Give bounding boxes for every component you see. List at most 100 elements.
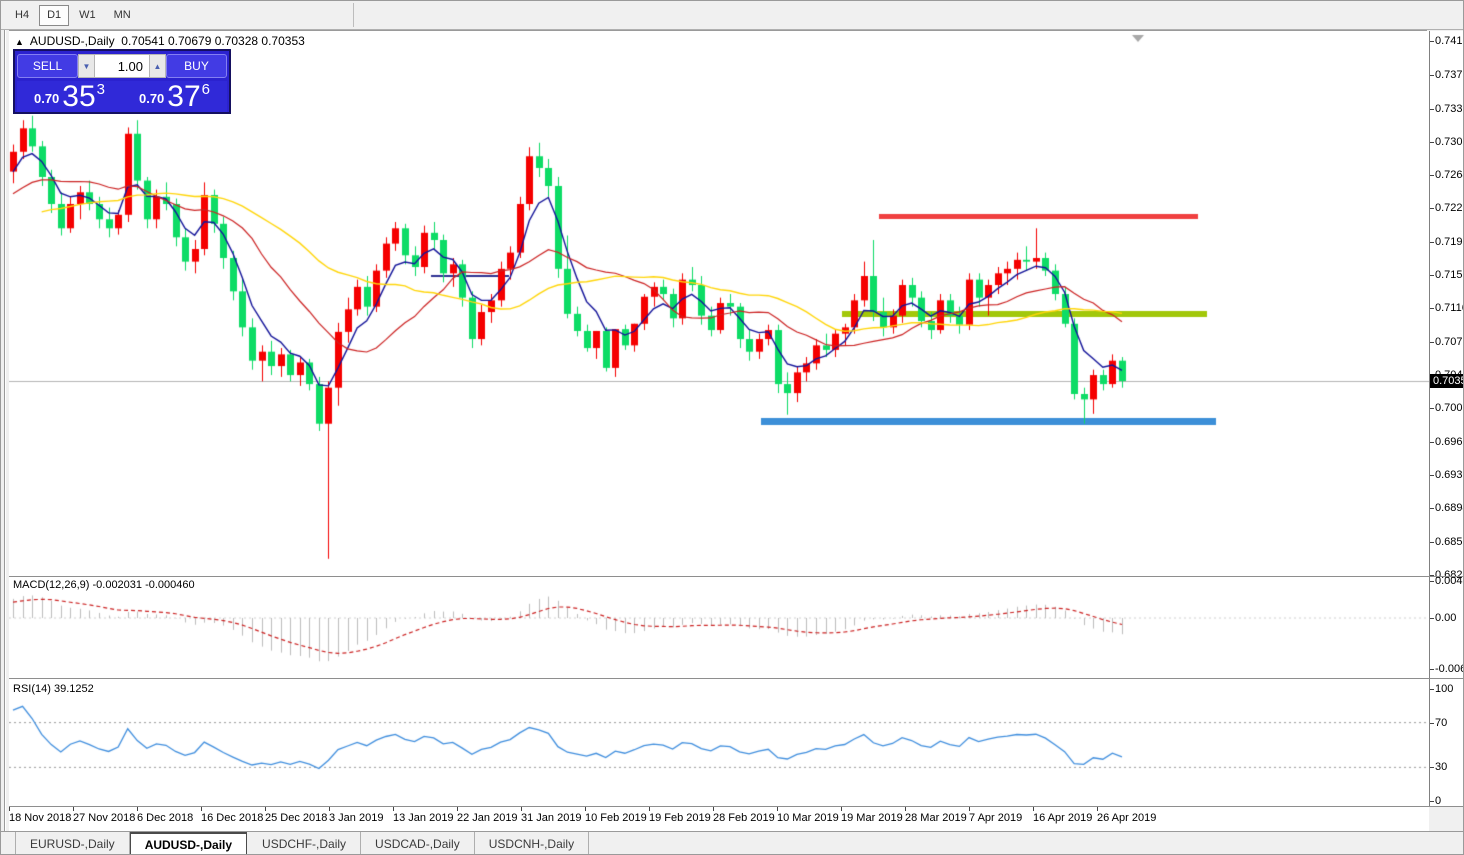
price-axis-label-tick: [1430, 475, 1434, 476]
one-click-trading-panel: SELL ▼ ▲ BUY 0.70 35 3 0.70 37 6: [13, 49, 231, 114]
price-axis-label-tick: [1430, 142, 1434, 143]
date-axis-label: 7 Apr 2019: [969, 812, 1023, 824]
price-axis-label-tick: [1430, 275, 1434, 276]
price-axis-label-tick: [1430, 542, 1434, 543]
rsi-label: RSI(14) 39.1252: [13, 683, 94, 695]
buy-price-big: 37: [167, 80, 201, 113]
date-tick: [585, 807, 586, 811]
macd-axis-label: 0.004694: [1435, 575, 1463, 587]
rsi-canvas[interactable]: [9, 679, 1429, 807]
symbol-tab-eurusddaily[interactable]: EURUSD-,Daily: [15, 832, 130, 854]
sell-button[interactable]: SELL: [17, 54, 78, 78]
buy-price[interactable]: 0.70 37 6: [122, 81, 227, 112]
volume-increase-icon[interactable]: ▲: [149, 54, 166, 78]
macd-panel[interactable]: [9, 577, 1429, 679]
separator-main-macd[interactable]: [9, 576, 1463, 577]
volume-decrease-icon[interactable]: ▼: [78, 54, 95, 78]
date-axis-label: 28 Mar 2019: [905, 812, 967, 824]
price-axis-label: 0.73750: [1435, 69, 1463, 81]
price-axis-label: 0.73380: [1435, 103, 1463, 115]
rsi-axis-label: 70: [1435, 717, 1448, 729]
macd-canvas[interactable]: [9, 577, 1429, 679]
chart-ohlc-values: 0.70541 0.70679 0.70328 0.70353: [121, 34, 305, 48]
symbol-tab-audusddaily[interactable]: AUDUSD-,Daily: [129, 832, 248, 854]
macd-label: MACD(12,26,9) -0.002031 -0.000460: [13, 579, 195, 591]
timeframe-tab-w1[interactable]: W1: [79, 9, 96, 21]
date-axis-label: 6 Dec 2018: [137, 812, 194, 824]
one-click-toggle-icon[interactable]: ▲: [15, 37, 24, 47]
macd-values: -0.002031 -0.000460: [92, 579, 195, 591]
rsi-panel[interactable]: [9, 679, 1429, 807]
date-tick: [1033, 807, 1034, 811]
date-axis-label: 16 Dec 2018: [201, 812, 264, 824]
date-tick: [649, 807, 650, 811]
timeframe-tab-mn[interactable]: MN: [113, 9, 131, 21]
date-tick: [521, 807, 522, 811]
macd-axis-label-tick: [1430, 581, 1434, 582]
date-tick: [713, 807, 714, 811]
price-axis-label: 0.73010: [1435, 136, 1463, 148]
rsi-axis-label: 30: [1435, 761, 1448, 773]
price-axis-label: 0.69310: [1435, 469, 1463, 481]
date-tick: [1097, 807, 1098, 811]
sell-price-big: 35: [62, 80, 96, 113]
date-tick: [905, 807, 906, 811]
price-axis-label-tick: [1430, 308, 1434, 309]
date-tick: [457, 807, 458, 811]
price-axis-label-tick: [1430, 508, 1434, 509]
date-axis-label: 19 Feb 2019: [649, 812, 711, 824]
date-axis-label: 10 Mar 2019: [777, 812, 839, 824]
separator-rsi-dates: [9, 806, 1463, 807]
date-tick: [201, 807, 202, 811]
date-tick: [329, 807, 330, 811]
date-tick: [265, 807, 266, 811]
date-tick: [777, 807, 778, 811]
date-axis-label: 31 Jan 2019: [521, 812, 582, 824]
timeframe-toolbar: H4 D1 W1 MN: [1, 1, 1463, 30]
price-axis-label-tick: [1430, 342, 1434, 343]
date-axis-label: 10 Feb 2019: [585, 812, 647, 824]
price-axis-label-tick: [1430, 442, 1434, 443]
date-axis-label: 26 Apr 2019: [1097, 812, 1157, 824]
buy-price-pip: 6: [201, 81, 211, 98]
volume-input[interactable]: [95, 54, 149, 78]
price-axis-label-tick: [1430, 109, 1434, 110]
buy-button[interactable]: BUY: [166, 54, 227, 78]
price-axis-label: 0.69680: [1435, 436, 1463, 448]
date-axis-label: 13 Jan 2019: [393, 812, 454, 824]
chart-symbol-label: AUDUSD-,Daily: [29, 34, 115, 48]
timeframe-tab-d1[interactable]: D1: [39, 4, 70, 26]
price-axis-label: 0.71530: [1435, 269, 1463, 281]
rsi-axis-label-tick: [1430, 689, 1434, 690]
sell-price-prefix: 0.70: [33, 91, 60, 106]
rsi-axis-label: 100: [1435, 683, 1454, 695]
price-axis-label: 0.68200: [1435, 569, 1463, 581]
price-axis-label-tick: [1430, 175, 1434, 176]
buy-price-prefix: 0.70: [138, 91, 165, 106]
rsi-axis-label-tick: [1430, 767, 1434, 768]
price-chart-canvas[interactable]: [9, 31, 1429, 577]
timeframe-tab-h4[interactable]: H4: [15, 9, 30, 21]
price-axis-label: 0.74130: [1435, 35, 1463, 47]
symbol-tab-usdcaddaily[interactable]: USDCAD-,Daily: [361, 832, 475, 854]
price-axis-label-tick: [1430, 41, 1434, 42]
price-chart-panel[interactable]: [9, 31, 1429, 577]
symbol-tab-usdchfdaily[interactable]: USDCHF-,Daily: [248, 832, 362, 854]
macd-axis-label: -0.00639: [1435, 663, 1463, 675]
rsi-axis-label-tick: [1430, 801, 1434, 802]
symbol-tab-usdcnhdaily[interactable]: USDCNH-,Daily: [475, 832, 590, 854]
sell-price[interactable]: 0.70 35 3: [17, 81, 122, 112]
date-axis-label: 3 Jan 2019: [329, 812, 384, 824]
price-axis-label: 0.68940: [1435, 502, 1463, 514]
date-tick: [841, 807, 842, 811]
date-axis-label: 16 Apr 2019: [1033, 812, 1093, 824]
date-axis-label: 22 Jan 2019: [457, 812, 518, 824]
date-axis: 18 Nov 2018 27 Nov 2018 6 Dec 2018 16 Dec 2…: [9, 807, 1429, 831]
price-axis: 0.70353 0.74130 0.73750 0.73380 0.73010 0.72…: [1429, 31, 1463, 807]
separator-macd-rsi[interactable]: [9, 678, 1463, 679]
price-axis-label-tick: [1430, 208, 1434, 209]
price-axis-label: 0.72640: [1435, 169, 1463, 181]
current-price-tag: 0.70353: [1430, 374, 1463, 388]
chart-top-border: [9, 30, 1427, 31]
